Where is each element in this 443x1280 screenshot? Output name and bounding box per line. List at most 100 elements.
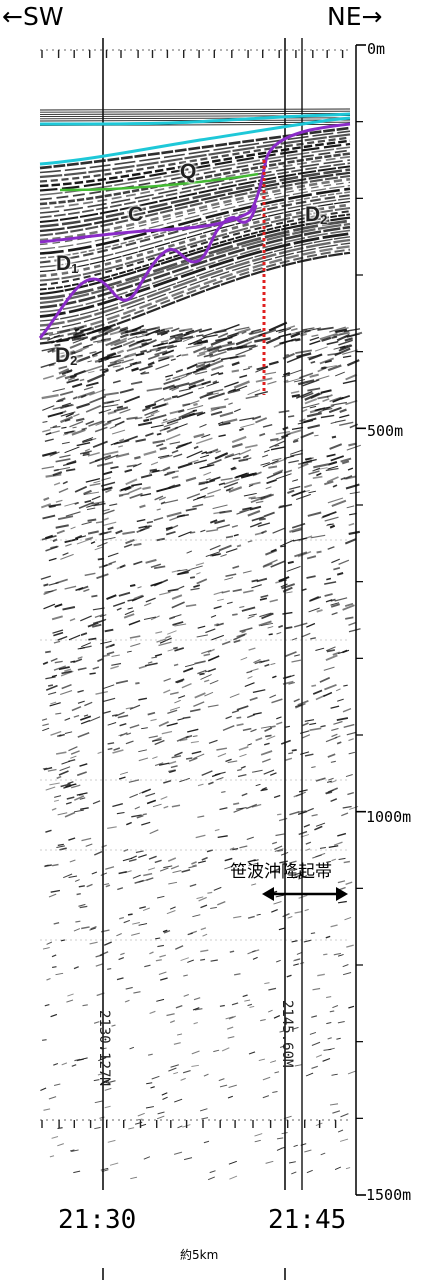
reflector-stroke (167, 345, 178, 350)
reflector-stroke (53, 631, 64, 637)
reflector-stroke (131, 932, 140, 936)
reflector-stroke (272, 469, 284, 475)
reflector-stroke (170, 865, 180, 870)
reflector-stroke (257, 522, 271, 528)
reflector-stroke (215, 450, 222, 454)
reflector-stroke (94, 359, 101, 363)
reflector-stroke (44, 534, 54, 540)
reflector-stroke (212, 380, 218, 385)
reflector-stroke (244, 999, 251, 1002)
reflector-stroke (65, 801, 72, 805)
reflector-stroke (269, 440, 286, 449)
reflector-stroke (110, 344, 123, 351)
reflector-stroke (76, 402, 90, 409)
reflector-stroke (157, 1111, 165, 1115)
reflector-stroke (39, 142, 351, 192)
reflector-stroke (100, 640, 112, 645)
reflector-stroke (228, 1015, 236, 1020)
reflector-stroke (85, 381, 99, 387)
reflector-stroke (237, 768, 242, 772)
reflector-stroke (137, 1112, 145, 1117)
reflector-stroke (219, 807, 228, 811)
time-label-2130: 21:30 (58, 1205, 137, 1235)
reflector-stroke (97, 751, 102, 755)
reflector-stroke (171, 594, 183, 600)
depth-label-1500m: 1500m (366, 1186, 412, 1204)
reflector-stroke (297, 810, 308, 816)
reflector-stroke (236, 633, 247, 638)
reflector-stroke (174, 614, 182, 618)
reflector-stroke (319, 846, 326, 849)
reflector-stroke (76, 538, 92, 545)
reflector-stroke (231, 435, 247, 444)
reflector-stroke (254, 660, 262, 665)
reflector-stroke (141, 727, 148, 730)
reflector-stroke (112, 749, 124, 754)
reflector-stroke (269, 725, 276, 729)
reflector-stroke (331, 1073, 338, 1076)
reflector-stroke (268, 321, 288, 332)
reflector-stroke (252, 415, 262, 421)
reflector-stroke (203, 471, 212, 476)
reflector-stroke (55, 524, 69, 529)
reflector-stroke (233, 408, 241, 413)
reflector-stroke (286, 974, 292, 978)
reflector-stroke (347, 467, 354, 471)
reflector-stroke (73, 413, 80, 417)
reflector-stroke (248, 862, 258, 866)
reflector-stroke (233, 380, 250, 389)
reflector-stroke (345, 373, 358, 381)
reflector-stroke (248, 647, 256, 651)
reflector-stroke (57, 812, 68, 816)
reflector-stroke (295, 390, 313, 399)
reflector-stroke (316, 550, 322, 554)
reflector-stroke (69, 342, 83, 349)
reflector-stroke (169, 332, 184, 338)
reflector-stroke (44, 438, 54, 442)
reflector-stroke (229, 1175, 238, 1180)
reflector-stroke (74, 328, 80, 332)
reflector-stroke (274, 1071, 280, 1074)
reflector-stroke (197, 860, 206, 864)
reflector-stroke (149, 829, 159, 835)
reflector-stroke (39, 146, 351, 196)
reflector-stroke (344, 602, 354, 607)
reflector-stroke (259, 597, 268, 601)
reflector-stroke (224, 452, 241, 459)
reflector-stroke (326, 649, 336, 653)
reflector-stroke (325, 599, 333, 603)
reflector-stroke (179, 329, 185, 332)
reflector-stroke (74, 809, 84, 813)
reflector-stroke (329, 524, 336, 529)
reflector-stroke (261, 612, 274, 620)
reflector-stroke (53, 1062, 59, 1066)
reflector-stroke (293, 438, 300, 441)
reflector-stroke (298, 460, 313, 465)
reflector-stroke (331, 435, 337, 439)
reflector-stroke (152, 439, 166, 444)
distance-label: 約5km (180, 1248, 219, 1262)
reflector-stroke (315, 822, 326, 827)
reflector-stroke (232, 565, 240, 570)
reflector-stroke (119, 916, 125, 920)
reflector-stroke (278, 817, 288, 822)
reflector-stroke (284, 725, 291, 728)
reflector-stroke (206, 849, 213, 853)
reflector-stroke (174, 1098, 183, 1103)
reflector-stroke (339, 1138, 349, 1142)
reflector-stroke (220, 554, 227, 558)
reflector-stroke (107, 410, 117, 415)
reflector-stroke (57, 1127, 63, 1130)
reflector-stroke (166, 1013, 175, 1017)
reflector-stroke (39, 222, 351, 305)
reflector-stroke (104, 391, 119, 396)
reflector-stroke (187, 728, 199, 733)
reflector-stroke (40, 503, 52, 509)
reflector-stroke (116, 977, 124, 981)
reflector-stroke (64, 717, 71, 721)
reflector-stroke (347, 1070, 356, 1075)
reflector-stroke (116, 811, 125, 815)
reflector-stroke (289, 329, 308, 336)
reflector-stroke (110, 337, 128, 347)
reflector-stroke (278, 927, 285, 931)
